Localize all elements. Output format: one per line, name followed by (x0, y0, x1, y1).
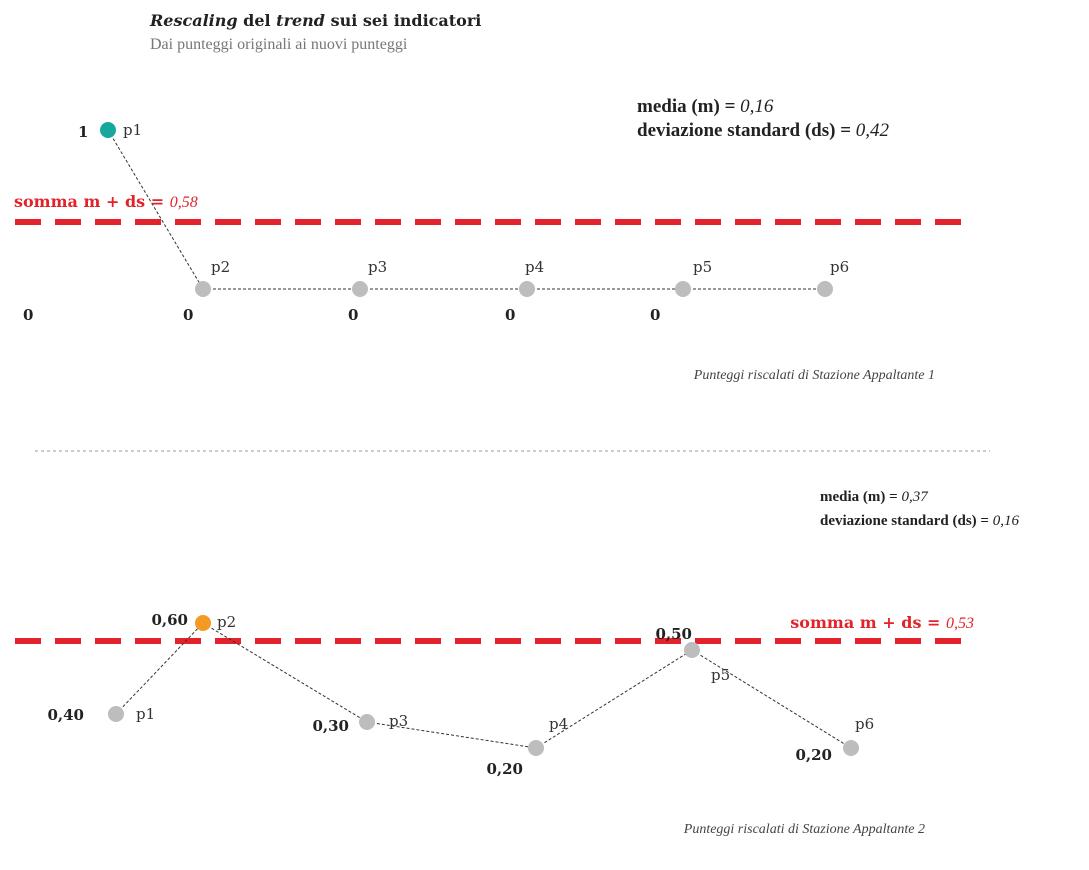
title-part-rescaling: Rescaling (150, 11, 238, 30)
panel2-connector-1 (115, 622, 204, 715)
panel1-point-p3 (352, 281, 368, 297)
panel1-point-p4 (519, 281, 535, 297)
panel2-mean-label: media (m) = (820, 489, 901, 505)
panel2-value-p5: 0,50 (655, 625, 692, 643)
panel2-sd-stat: deviazione standard (ds) = 0,16 (820, 513, 1019, 529)
panel2-points: p1 0,40 p2 0,60 p3 0,30 p4 0,20 p5 0,50 p6 0,20 (47, 611, 874, 778)
panel1-value-p3: 0 (348, 306, 358, 324)
panel1-caption: Punteggi riscalati di Stazione Appaltant… (693, 368, 935, 383)
panel1-threshold-value: 0,58 (170, 194, 198, 211)
header: Rescaling del trend sui sei indicatori D… (150, 10, 481, 56)
page-title: Rescaling del trend sui sei indicatori (150, 10, 481, 32)
panel2-threshold-label: somma m + ds = 0,53 (790, 613, 974, 632)
panel1-connectors (107, 129, 825, 290)
panel2-sd-label: deviazione standard (ds) = (820, 513, 993, 529)
panel1-point-p6 (817, 281, 833, 297)
panel1-label-p6: p6 (830, 258, 849, 276)
panel1-sd-stat: deviazione standard (ds) = 0,42 (637, 120, 890, 141)
panel2-mean-stat: media (m) = 0,37 (820, 489, 929, 505)
panel2-connector-4 (535, 649, 693, 749)
panel1-point-p2 (195, 281, 211, 297)
panel2-caption: Punteggi riscalati di Stazione Appaltant… (683, 822, 925, 837)
panel1-value-p1: 1 (78, 123, 88, 141)
panel2-point-p4 (528, 740, 544, 756)
panel-1: media (m) = 0,16 deviazione standard (ds… (14, 96, 975, 383)
panel1-label-p1: p1 (123, 121, 142, 139)
panel1-points: p1 1 p2 0 p3 0 p4 0 p5 0 p6 0 (23, 121, 849, 324)
panel2-label-p4: p4 (549, 715, 568, 733)
panel2-mean-value: 0,37 (901, 489, 929, 505)
panel1-sd-label: deviazione standard (ds) = (637, 120, 856, 141)
panel1-threshold-text: somma m + ds = (14, 192, 170, 211)
panel2-threshold-text: somma m + ds = (790, 613, 946, 632)
panel1-label-p3: p3 (368, 258, 387, 276)
panel2-point-p6 (843, 740, 859, 756)
panel2-label-p5: p5 (711, 666, 730, 684)
panel1-mean-value: 0,16 (740, 96, 774, 117)
panel2-point-p3 (359, 714, 375, 730)
panel2-label-p2: p2 (217, 613, 236, 631)
panel2-label-p3: p3 (389, 712, 408, 730)
panel2-point-p2 (195, 615, 211, 631)
panel1-value-p2: 0 (183, 306, 193, 324)
panel2-sd-value: 0,16 (993, 513, 1020, 529)
page-subtitle: Dai punteggi originali ai nuovi punteggi (150, 36, 408, 53)
panel2-point-p5 (684, 642, 700, 658)
panel2-connectors (115, 622, 852, 749)
panel2-connector-5 (691, 649, 852, 749)
panel2-value-p3: 0,30 (312, 717, 349, 735)
panel1-value-p5: 0 (650, 306, 660, 324)
panel1-mean-label: media (m) = (637, 96, 740, 117)
panel1-point-p1 (100, 122, 116, 138)
panel-2: media (m) = 0,37 deviazione standard (ds… (15, 489, 1019, 837)
panel1-value-extra: 0 (23, 306, 33, 324)
panel1-mean-stat: media (m) = 0,16 (637, 96, 774, 117)
panel2-connector-2 (202, 622, 368, 723)
panel2-label-p1: p1 (136, 705, 155, 723)
title-part-rest: sui sei indicatori (325, 11, 482, 30)
panel1-threshold-label: somma m + ds = 0,58 (14, 192, 198, 211)
panel1-point-p5 (675, 281, 691, 297)
panel1-connector-1 (107, 129, 204, 290)
panel1-value-p4: 0 (505, 306, 515, 324)
panel2-value-p4: 0,20 (486, 760, 523, 778)
panel1-label-p5: p5 (693, 258, 712, 276)
panel2-value-p2: 0,60 (151, 611, 188, 629)
panel2-threshold-value: 0,53 (946, 615, 974, 632)
panel2-value-p6: 0,20 (795, 746, 832, 764)
panel1-label-p2: p2 (211, 258, 230, 276)
panel1-sd-value: 0,42 (856, 120, 890, 141)
panel2-point-p1 (108, 706, 124, 722)
panel1-label-p4: p4 (525, 258, 544, 276)
panel2-label-p6: p6 (855, 715, 874, 733)
title-part-del: del (237, 11, 277, 30)
panel2-value-p1: 0,40 (47, 706, 84, 724)
panel2-connector-3 (366, 721, 537, 749)
title-part-trend: trend (276, 11, 325, 30)
